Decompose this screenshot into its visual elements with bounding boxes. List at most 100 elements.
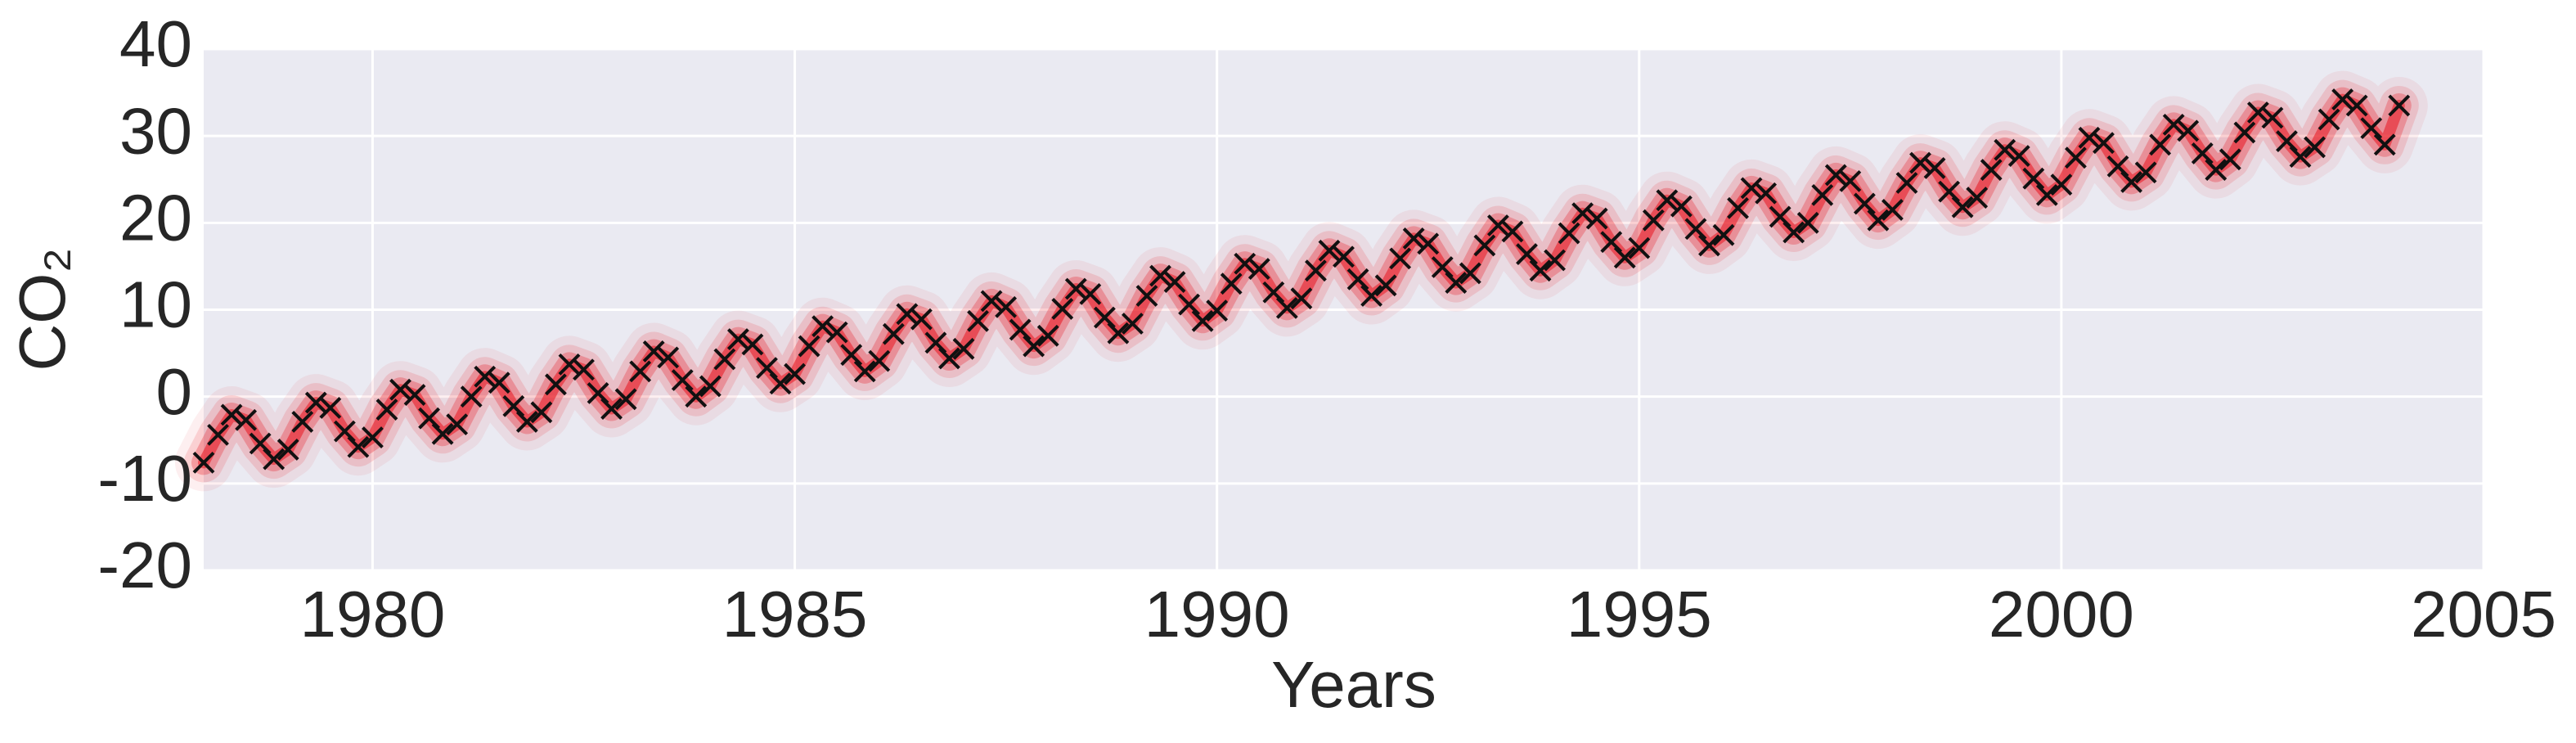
data-point <box>2318 108 2340 131</box>
data-point <box>1853 192 1876 215</box>
data-point <box>2219 148 2241 171</box>
data-point <box>2345 94 2368 117</box>
x-axis-label: Years <box>1271 648 1436 721</box>
data-point <box>2261 106 2284 129</box>
data-point <box>1234 252 1257 275</box>
data-point <box>1248 258 1270 281</box>
data-point <box>291 411 314 433</box>
data-point <box>2331 88 2354 110</box>
data-point <box>1178 293 1201 316</box>
data-point <box>389 378 411 401</box>
data-point <box>1402 227 1425 250</box>
data-point <box>629 360 652 383</box>
data-point <box>276 439 299 461</box>
data-point <box>642 340 665 362</box>
data-point <box>713 348 736 371</box>
x-tick-label: 2005 <box>2411 578 2556 651</box>
y-tick-label: 20 <box>119 181 192 254</box>
data-point <box>558 353 581 376</box>
data-point <box>2134 161 2157 184</box>
y-tick-label: 0 <box>156 355 193 428</box>
data-point <box>362 426 384 448</box>
y-axis-label: CO₂ <box>6 247 79 371</box>
data-point <box>741 333 764 356</box>
data-point <box>882 322 905 345</box>
data-point <box>515 411 538 433</box>
data-point <box>1811 183 1834 206</box>
x-tick-label: 1995 <box>1567 578 1712 651</box>
data-point <box>1796 211 1819 234</box>
plot-area <box>175 47 2485 572</box>
data-point <box>1628 236 1651 259</box>
x-tick-label: 1990 <box>1144 578 1290 651</box>
data-point <box>811 315 834 338</box>
data-point <box>1740 177 1763 200</box>
data-point <box>1305 259 1327 282</box>
x-tick-label: 1980 <box>299 578 445 651</box>
data-point <box>1417 232 1440 255</box>
data-point <box>2191 142 2214 164</box>
data-point <box>1571 202 1594 225</box>
data-point <box>769 372 792 395</box>
data-point <box>853 360 876 383</box>
data-point <box>600 398 623 420</box>
data-point <box>1684 218 1707 241</box>
data-point <box>431 422 454 445</box>
data-point <box>1346 268 1369 290</box>
data-point <box>1486 214 1509 236</box>
data-point <box>2022 167 2045 190</box>
data-point <box>2035 183 2058 206</box>
data-point <box>1023 335 1045 358</box>
data-point <box>1036 324 1059 347</box>
y-tick-label: 10 <box>119 268 192 341</box>
data-point <box>1670 195 1693 218</box>
data-point <box>192 451 215 474</box>
data-point <box>573 358 595 381</box>
data-point <box>1951 196 1974 218</box>
data-point <box>2373 133 2396 156</box>
data-point <box>1009 318 1032 341</box>
data-point <box>1374 274 1397 297</box>
data-point <box>784 362 806 385</box>
data-point <box>207 423 229 446</box>
data-point <box>1064 277 1087 300</box>
data-point <box>1698 234 1720 257</box>
data-point <box>304 391 327 414</box>
data-point <box>1206 299 1229 322</box>
data-point <box>1727 196 1749 219</box>
data-point <box>1107 322 1130 344</box>
data-point <box>1585 207 1608 230</box>
data-point <box>2289 146 2312 169</box>
data-point <box>1544 249 1566 272</box>
data-point <box>319 397 342 419</box>
data-point <box>474 365 497 388</box>
y-tick-label: 40 <box>119 7 192 80</box>
data-point <box>699 375 722 398</box>
data-point <box>2065 146 2087 169</box>
data-point <box>1783 221 1805 244</box>
data-point <box>220 403 243 426</box>
data-point <box>1360 285 1382 307</box>
data-point <box>446 413 469 436</box>
data-point <box>1516 243 1538 265</box>
data-point <box>1051 298 1074 320</box>
data-point <box>530 401 553 424</box>
data-point <box>2233 121 2256 144</box>
data-point <box>1149 264 1171 287</box>
data-point <box>2162 113 2185 136</box>
data-point <box>1909 151 1931 174</box>
data-point <box>2093 132 2115 155</box>
data-point <box>2149 133 2172 156</box>
data-point <box>2246 101 2269 124</box>
data-point <box>1501 220 1524 243</box>
x-tick-label: 2000 <box>1989 578 2134 651</box>
data-point <box>1656 189 1679 212</box>
data-point <box>614 388 637 411</box>
data-point <box>1867 209 1890 232</box>
data-point <box>375 399 398 421</box>
data-point <box>1613 246 1636 269</box>
data-point <box>1994 138 2016 161</box>
data-point <box>938 347 960 370</box>
